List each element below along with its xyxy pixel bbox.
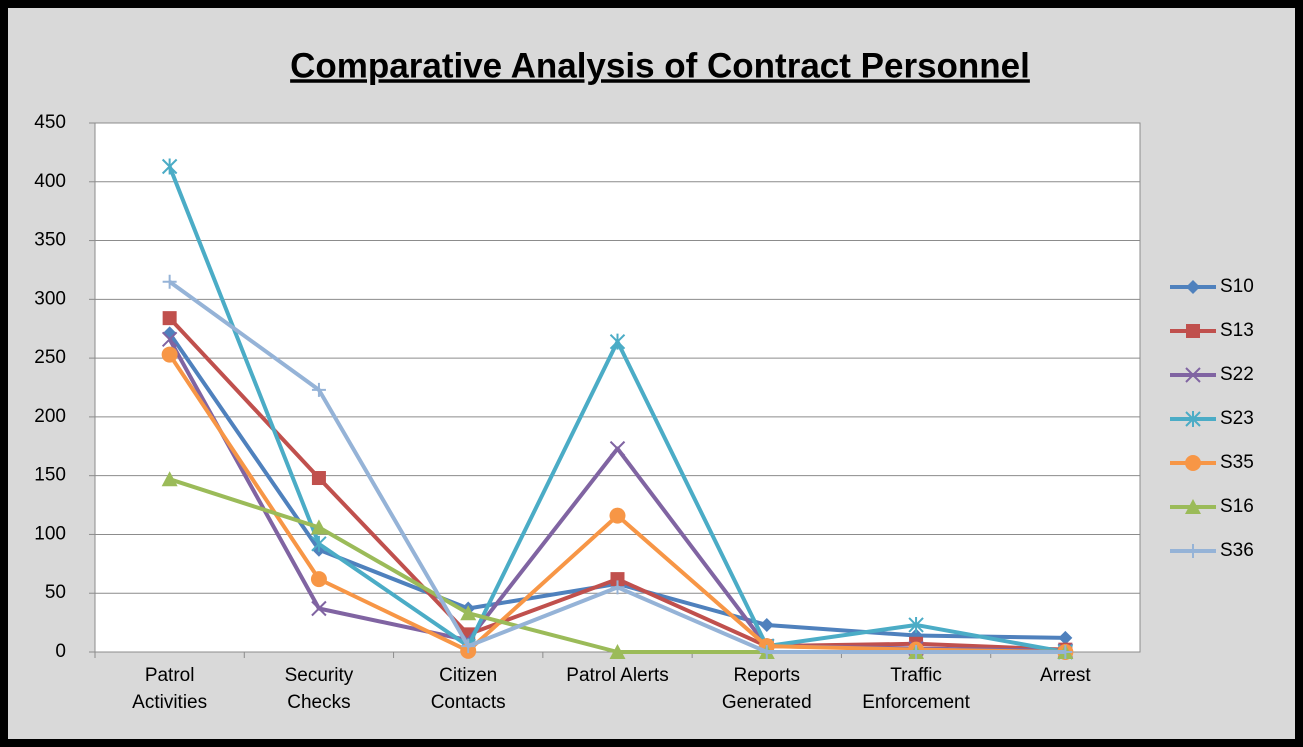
marker — [610, 580, 625, 595]
x-tick-label: Traffic Enforcement — [862, 665, 970, 713]
marker — [311, 382, 326, 397]
marker — [1185, 411, 1201, 427]
y-tick-label: 0 — [55, 641, 66, 662]
marker — [609, 507, 626, 524]
chart: Comparative Analysis of Contract Personn… — [34, 46, 1254, 662]
marker — [460, 605, 477, 621]
marker — [1185, 455, 1201, 471]
y-tick-label: 450 — [34, 112, 66, 133]
marker — [1058, 645, 1073, 659]
marker — [1186, 280, 1200, 294]
marker — [610, 572, 625, 587]
x-tick-label: Patrol Alerts — [566, 665, 669, 686]
marker — [461, 639, 476, 654]
marker — [311, 600, 327, 617]
legend-label: S16 — [1220, 496, 1254, 517]
legend-label: S36 — [1220, 540, 1254, 561]
marker — [161, 331, 178, 348]
y-tick-label: 200 — [34, 406, 66, 427]
y-tick-label: 100 — [34, 523, 66, 544]
x-tick-label: Arrest — [1040, 665, 1091, 686]
legend-label: S23 — [1220, 408, 1254, 429]
y-tick-label: 400 — [34, 171, 66, 192]
y-tick-label: 300 — [34, 288, 66, 309]
marker — [162, 274, 177, 289]
marker — [310, 519, 327, 535]
marker — [609, 644, 626, 659]
marker — [1185, 499, 1201, 514]
x-tick-label: Reports Generated — [721, 665, 812, 713]
marker — [909, 645, 924, 659]
legend-label: S10 — [1220, 276, 1254, 297]
x-tick-label: Citizen Contacts — [430, 665, 506, 713]
marker — [609, 440, 626, 457]
y-tick-label: 350 — [34, 230, 66, 251]
marker — [759, 617, 774, 632]
marker — [1186, 324, 1200, 338]
marker — [161, 158, 178, 175]
legend-label: S13 — [1220, 320, 1254, 341]
marker — [1186, 544, 1200, 558]
y-tick-label: 150 — [34, 465, 66, 486]
marker — [162, 311, 177, 326]
x-tick-label: Patrol Activities — [132, 665, 208, 713]
marker — [759, 645, 774, 659]
chart-title: Comparative Analysis of Contract Personn… — [290, 46, 1030, 85]
marker — [161, 471, 178, 487]
marker — [609, 333, 626, 350]
y-tick-label: 50 — [45, 582, 66, 603]
marker — [908, 616, 924, 633]
x-tick-label: Security Checks — [284, 665, 354, 713]
legend-label: S22 — [1220, 364, 1254, 385]
legend-label: S35 — [1220, 452, 1254, 473]
marker — [1185, 367, 1201, 383]
marker — [311, 471, 326, 486]
marker — [311, 535, 327, 552]
marker — [161, 346, 178, 363]
marker — [310, 571, 327, 588]
marker — [1058, 630, 1073, 645]
y-tick-label: 250 — [34, 347, 66, 368]
plot-area — [94, 122, 1141, 653]
